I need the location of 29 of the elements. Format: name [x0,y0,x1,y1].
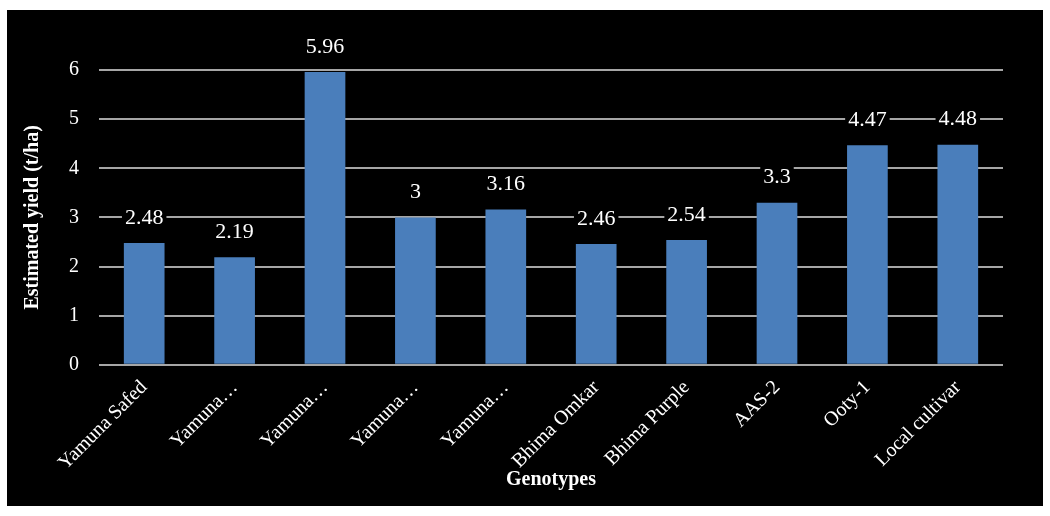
bar [123,242,165,364]
y-axis-title: Estimated yield (t/ha) [20,125,44,310]
y-tick-label: 1 [69,302,79,325]
data-label: 4.48 [938,105,978,131]
data-label: 2.19 [215,217,254,243]
data-label: 2.48 [124,203,164,229]
y-tick-label: 3 [69,204,79,227]
y-tick-label: 0 [69,352,79,375]
bar [756,202,798,364]
bar [485,209,527,364]
data-label: 3.16 [486,170,526,196]
x-axis-title: Genotypes [506,467,597,491]
y-tick-label: 2 [69,253,79,276]
y-tick-label: 4 [69,155,79,178]
data-label: 5.96 [305,32,345,58]
y-tick-label: 6 [69,57,79,80]
bar [575,243,617,364]
data-label: 3 [409,178,421,204]
bar [937,144,979,364]
y-tick-label: 5 [69,106,79,129]
data-label: 4.47 [848,105,887,131]
data-label: 3.3 [763,163,791,189]
bar [847,145,888,364]
bar [304,71,346,364]
bar [395,217,436,364]
data-label: 2.46 [576,204,616,230]
bar [666,240,707,364]
bar [214,257,255,364]
data-label: 2.54 [667,200,706,226]
